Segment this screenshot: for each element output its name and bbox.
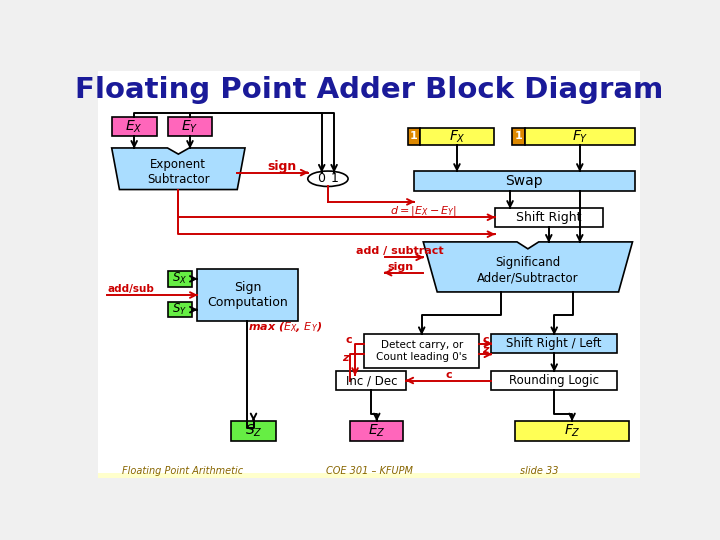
FancyBboxPatch shape (98, 71, 640, 108)
FancyBboxPatch shape (168, 117, 212, 136)
FancyBboxPatch shape (420, 128, 494, 145)
Text: Swap: Swap (505, 174, 543, 188)
Text: c: c (446, 370, 452, 380)
Ellipse shape (307, 171, 348, 186)
Text: $E_Z$: $E_Z$ (368, 422, 386, 438)
FancyBboxPatch shape (492, 372, 617, 390)
Text: Shift Right / Left: Shift Right / Left (506, 337, 602, 350)
Text: Exponent
Subtractor: Exponent Subtractor (147, 158, 210, 186)
Polygon shape (423, 242, 632, 292)
FancyBboxPatch shape (197, 269, 297, 321)
FancyBboxPatch shape (112, 117, 157, 136)
Text: sign: sign (268, 160, 297, 173)
Text: $E_Y$: $E_Y$ (181, 118, 199, 134)
Text: add/sub: add/sub (107, 284, 154, 294)
Text: Floating Point Adder Block Diagram: Floating Point Adder Block Diagram (75, 76, 663, 104)
FancyBboxPatch shape (168, 271, 192, 287)
Text: $S_Z$: $S_Z$ (245, 422, 262, 438)
Text: $F_X$: $F_X$ (449, 128, 465, 145)
Text: COE 301 – KFUPM: COE 301 – KFUPM (325, 465, 413, 476)
FancyBboxPatch shape (408, 128, 420, 145)
FancyBboxPatch shape (515, 421, 629, 441)
FancyBboxPatch shape (525, 128, 635, 145)
FancyBboxPatch shape (492, 334, 617, 353)
Text: c: c (482, 335, 489, 345)
Text: Detect carry, or
Count leading 0's: Detect carry, or Count leading 0's (376, 340, 467, 362)
Text: Inc / Dec: Inc / Dec (346, 374, 397, 387)
Text: max ($E_X$, $E_Y$): max ($E_X$, $E_Y$) (248, 320, 323, 334)
Text: $S_Y$: $S_Y$ (172, 302, 187, 317)
FancyBboxPatch shape (513, 128, 525, 145)
Text: 1: 1 (331, 172, 339, 185)
Text: z: z (482, 346, 489, 355)
FancyBboxPatch shape (495, 208, 603, 226)
Text: $S_X$: $S_X$ (172, 271, 187, 286)
FancyBboxPatch shape (231, 421, 276, 441)
FancyBboxPatch shape (364, 334, 479, 368)
Text: add / subtract: add / subtract (356, 246, 444, 256)
Text: $F_Z$: $F_Z$ (564, 422, 580, 438)
Text: z: z (342, 353, 349, 363)
FancyBboxPatch shape (336, 372, 406, 390)
Text: 0: 0 (317, 172, 325, 185)
FancyBboxPatch shape (98, 464, 640, 477)
Text: Shift Right: Shift Right (516, 211, 582, 224)
FancyBboxPatch shape (351, 421, 403, 441)
FancyBboxPatch shape (168, 302, 192, 318)
Text: Rounding Logic: Rounding Logic (509, 374, 599, 387)
Text: $d = |E_X - E_Y|$: $d = |E_X - E_Y|$ (390, 204, 456, 218)
Text: $F_Y$: $F_Y$ (572, 128, 588, 145)
Text: Significand
Adder/Subtractor: Significand Adder/Subtractor (477, 256, 579, 284)
Text: $E_X$: $E_X$ (125, 118, 143, 134)
Text: sign: sign (387, 261, 413, 272)
FancyBboxPatch shape (98, 71, 640, 473)
Polygon shape (112, 148, 245, 190)
Text: Floating Point Arithmetic: Floating Point Arithmetic (122, 465, 243, 476)
Text: slide 33: slide 33 (521, 465, 559, 476)
FancyBboxPatch shape (414, 171, 635, 191)
Text: 1: 1 (515, 131, 523, 141)
Text: 1: 1 (410, 131, 418, 141)
Text: Sign
Computation: Sign Computation (207, 281, 288, 309)
Text: c: c (346, 335, 352, 345)
